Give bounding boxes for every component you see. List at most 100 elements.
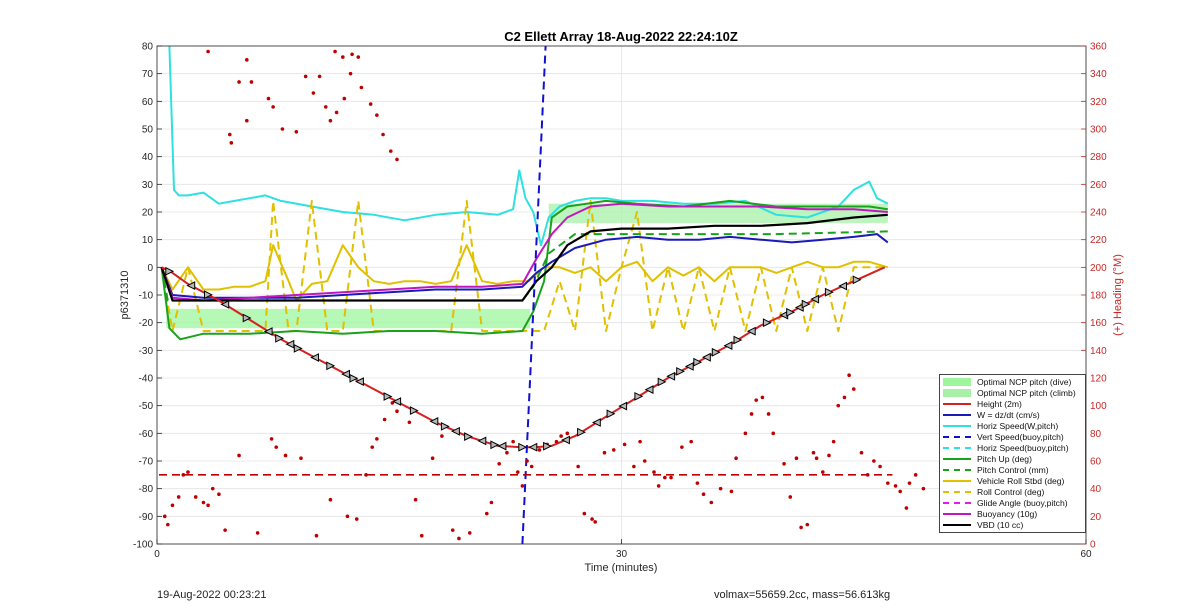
heading-point bbox=[847, 373, 851, 378]
heading-point bbox=[831, 439, 836, 444]
heading-point bbox=[505, 450, 509, 455]
heading-point bbox=[388, 149, 393, 153]
y2-tick-label: 280 bbox=[1090, 152, 1107, 163]
heading-point bbox=[217, 492, 221, 497]
y-tick-label: 40 bbox=[142, 152, 154, 163]
y-tick-label: -30 bbox=[139, 346, 154, 357]
legend-label: Height (2m) bbox=[977, 399, 1022, 410]
heading-point bbox=[771, 431, 776, 436]
legend-label: Buoyancy (10g) bbox=[977, 508, 1038, 519]
height-marker bbox=[477, 436, 487, 446]
series-w-dz-dt-cm-s- bbox=[160, 233, 889, 299]
legend-swatch bbox=[943, 523, 971, 526]
height-marker bbox=[618, 401, 628, 411]
y2-tick-label: 220 bbox=[1090, 235, 1107, 246]
y2-axis-label: (+) Heading (°M) bbox=[1112, 254, 1124, 336]
heading-point bbox=[170, 503, 175, 508]
height-marker bbox=[263, 327, 273, 336]
heading-point bbox=[794, 456, 799, 461]
heading-point bbox=[859, 450, 864, 455]
legend-swatch bbox=[943, 389, 971, 398]
heading-point bbox=[554, 439, 559, 444]
heading-point bbox=[245, 58, 249, 62]
series-height-2m- bbox=[161, 266, 886, 449]
y2-tick-label: 0 bbox=[1090, 540, 1096, 551]
heading-point bbox=[206, 503, 210, 508]
heading-point bbox=[904, 506, 909, 510]
legend-item: VBD (10 cc) bbox=[940, 519, 1085, 530]
heading-point bbox=[333, 49, 337, 54]
heading-point bbox=[754, 398, 759, 402]
legend-item: Horiz Speed(W,pitch) bbox=[940, 421, 1085, 432]
heading-point bbox=[489, 500, 494, 505]
y-tick-label: 20 bbox=[142, 208, 154, 219]
heading-point bbox=[440, 434, 444, 438]
height-marker bbox=[810, 294, 820, 304]
series-vbd-10-cc- bbox=[160, 213, 888, 302]
y-tick-label: -40 bbox=[139, 374, 154, 385]
height-marker bbox=[711, 347, 721, 357]
height-marker bbox=[409, 406, 419, 416]
y2-tick-label: 120 bbox=[1090, 374, 1107, 385]
height-marker bbox=[490, 440, 500, 450]
legend-item: Pitch Up (deg) bbox=[940, 454, 1085, 465]
heading-point bbox=[249, 80, 254, 84]
footer-timestamp: 19-Aug-2022 00:23:21 bbox=[157, 589, 267, 601]
heading-point bbox=[294, 129, 299, 134]
y2-axis-ticks: 0 20 40 60 80 100 120 140 160 180 200 220 240 260 280 3… bbox=[1081, 42, 1107, 551]
y-tick-label: 70 bbox=[142, 69, 154, 80]
legend-swatch bbox=[943, 512, 971, 515]
heading-point bbox=[760, 395, 765, 400]
y-tick-label: 0 bbox=[147, 263, 153, 274]
height-marker bbox=[392, 397, 402, 406]
y-tick-label: -10 bbox=[139, 291, 154, 302]
x-axis-ticks: 0 30 60 bbox=[154, 539, 1092, 560]
heading-point bbox=[611, 448, 616, 452]
height-marker bbox=[220, 299, 230, 309]
height-marker bbox=[451, 426, 460, 436]
heading-point bbox=[407, 420, 412, 425]
heading-point bbox=[395, 157, 399, 162]
heading-point bbox=[590, 517, 594, 521]
legend-item: Optimal NCP pitch (climb) bbox=[940, 388, 1085, 399]
height-marker bbox=[852, 275, 862, 285]
height-marker bbox=[733, 335, 743, 345]
heading-point bbox=[283, 453, 288, 458]
heading-point bbox=[255, 531, 260, 535]
height-marker bbox=[518, 442, 528, 452]
legend-item: Vert Speed(buoy,pitch) bbox=[940, 432, 1085, 443]
legend-label: VBD (10 cc) bbox=[977, 519, 1024, 530]
y-tick-label: -100 bbox=[133, 540, 153, 551]
x-tick-label: 0 bbox=[154, 549, 160, 560]
height-marker bbox=[762, 318, 772, 328]
heading-point bbox=[206, 49, 210, 54]
height-marker bbox=[684, 361, 694, 371]
heading-point bbox=[593, 520, 597, 524]
height-marker bbox=[786, 307, 796, 317]
heading-point bbox=[382, 417, 387, 422]
height-marker bbox=[165, 266, 175, 276]
y2-tick-label: 80 bbox=[1090, 429, 1102, 440]
heading-point bbox=[342, 96, 347, 101]
heading-point bbox=[370, 445, 375, 449]
legend-item: Horiz Speed(buoy,pitch) bbox=[940, 443, 1085, 454]
y-tick-label: 10 bbox=[142, 235, 154, 246]
heading-points bbox=[159, 49, 926, 541]
height-marker bbox=[561, 435, 570, 445]
legend-swatch bbox=[943, 468, 971, 471]
height-marker bbox=[310, 353, 319, 362]
legend-swatch bbox=[943, 414, 971, 417]
chart-title: C2 Ellett Array 18-Aug-2022 22:24:10Z bbox=[504, 29, 738, 44]
footer-volmax-mass: volmax=55659.2cc, mass=56.613kg bbox=[714, 589, 891, 601]
heading-point bbox=[669, 475, 673, 480]
heading-point bbox=[701, 492, 706, 497]
heading-point bbox=[718, 486, 723, 491]
heading-point bbox=[814, 456, 819, 461]
height-marker bbox=[326, 361, 336, 371]
y-tick-label: 80 bbox=[142, 42, 154, 53]
heading-point bbox=[350, 52, 354, 57]
heading-point bbox=[537, 448, 542, 452]
heading-point bbox=[210, 486, 215, 491]
heading-point bbox=[782, 461, 786, 466]
heading-point bbox=[695, 481, 700, 485]
